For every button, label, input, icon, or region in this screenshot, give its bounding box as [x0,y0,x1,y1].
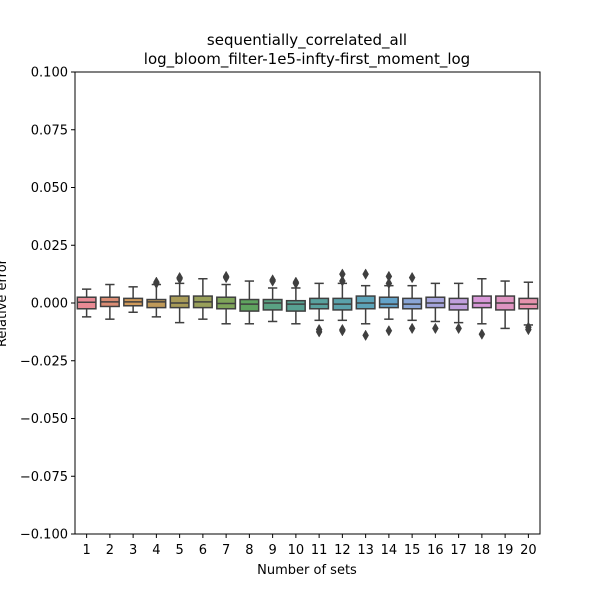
y-tick-label: −0.050 [20,412,68,427]
plot-frame [74,71,541,535]
box-10 [285,276,306,325]
x-tick-label: 10 [288,543,305,558]
box-12 [332,268,353,337]
boxes-group [76,268,539,342]
y-axis-ticks: −0.100 −0.075 −0.050 −0.025 0.000 0.025 0.050 0… [20,66,75,543]
outlier-point [315,326,323,338]
x-tick-label: 17 [450,543,467,558]
x-tick-label: 12 [334,543,351,558]
box-body [262,298,283,311]
box-6 [192,277,213,320]
box-8 [239,280,260,325]
x-tick-label: 3 [129,543,137,558]
outlier-point [176,273,183,285]
x-tick-label: 18 [474,543,491,558]
x-tick-label: 11 [311,543,328,558]
outlier-point [408,322,416,335]
x-tick-label: 8 [245,543,253,558]
box-body [146,298,167,309]
x-tick-label: 4 [152,543,160,558]
box-11 [309,282,330,338]
y-tick-label: 0.000 [31,297,68,312]
box-14 [378,270,399,337]
box-body [285,299,306,312]
outlier-point [525,323,532,336]
y-tick-label: 0.100 [31,66,68,81]
outlier-point [222,271,230,284]
x-tick-label: 19 [497,543,514,558]
x-tick-label: 5 [175,543,183,558]
outlier-point [408,271,416,284]
chart-subtitle: log_bloom_filter-1e5-infty-first_moment_… [144,50,470,69]
outlier-point [362,268,369,280]
box-4 [146,276,167,318]
box-body [378,296,399,309]
box-15 [402,271,423,335]
x-tick-label: 7 [222,543,230,558]
box-body [169,295,190,309]
y-axis-label: Relative error [0,258,10,347]
x-tick-label: 2 [106,543,114,558]
y-tick-label: −0.025 [20,354,68,369]
box-17 [448,282,469,335]
y-tick-label: −0.075 [20,470,68,485]
box-2 [99,283,120,320]
box-20 [518,281,539,336]
y-tick-label: −0.100 [20,528,68,543]
outlier-point [455,322,462,335]
x-tick-label: 13 [357,543,374,558]
outlier-point [478,328,486,340]
x-tick-label: 16 [427,543,444,558]
outlier-point [339,275,346,287]
outlier-point [432,322,439,335]
x-tick-label: 14 [381,543,398,558]
box-body [239,298,260,312]
outlier-point [362,329,369,342]
x-tick-label: 15 [404,543,421,558]
x-tick-label: 6 [199,543,207,558]
box-5 [169,271,190,324]
box-13 [355,268,376,342]
outlier-point [269,275,276,287]
x-tick-label: 1 [82,543,90,558]
box-9 [262,274,283,323]
box-18 [471,277,492,340]
x-tick-label: 9 [268,543,276,558]
x-tick-label: 20 [520,543,537,558]
y-tick-label: 0.075 [31,123,68,138]
outlier-point [385,325,393,337]
x-axis-ticks: 1 2 3 4 5 6 7 8 9 10 11 12 13 14 15 16 17 18 19 20 [82,534,537,558]
y-tick-label: 0.025 [31,239,68,254]
y-tick-label: 0.050 [31,181,68,196]
chart-title: sequentially_correlated_all [207,31,407,50]
x-axis-label: Number of sets [257,563,357,578]
outlier-point [339,325,346,337]
outlier-point [385,277,393,290]
box-7 [216,270,237,325]
box-16 [425,282,446,335]
box-body [471,295,492,309]
box-19 [495,280,516,330]
outlier-point [153,277,160,290]
box-3 [123,286,144,313]
outlier-point [292,277,300,290]
box-1 [76,288,97,318]
